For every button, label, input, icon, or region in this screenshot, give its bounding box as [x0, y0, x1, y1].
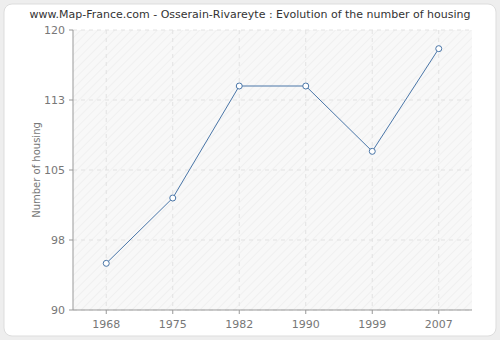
tick: [106, 310, 107, 314]
tick-label: 1990: [292, 318, 320, 331]
point: [436, 46, 442, 52]
tick: [69, 170, 73, 171]
tick-label: 120: [44, 24, 65, 37]
grid-line: [73, 310, 472, 311]
tick: [172, 310, 173, 314]
tick: [438, 310, 439, 314]
tick-label: 1982: [225, 318, 253, 331]
y-axis: [73, 30, 74, 310]
series: [103, 46, 442, 267]
tick-label: 105: [44, 164, 65, 177]
tick: [372, 310, 373, 314]
line: [106, 49, 439, 264]
background: [0, 0, 500, 340]
chart: www.Map-France.com - Osserain-Rivareyte …: [0, 0, 500, 340]
point: [369, 148, 375, 154]
title: www.Map-France.com - Osserain-Rivareyte …: [30, 8, 471, 21]
tick-label: 2007: [425, 318, 453, 331]
plot-area: [73, 30, 472, 310]
grid-line: [438, 30, 439, 310]
tick: [69, 310, 73, 311]
point: [170, 195, 176, 201]
grid-line: [73, 30, 472, 31]
tick-label: 1999: [358, 318, 386, 331]
tick-label: 90: [51, 304, 65, 317]
y-axis-label: Number of housing: [31, 122, 42, 218]
tick-label: 1968: [92, 318, 120, 331]
tick: [305, 310, 306, 314]
x-axis: [73, 310, 472, 311]
point: [236, 83, 242, 89]
grid-line: [106, 30, 107, 310]
tick: [69, 240, 73, 241]
point: [303, 83, 309, 89]
point: [103, 260, 109, 266]
grid-line: [305, 30, 306, 310]
tick-label: 98: [51, 234, 65, 247]
grid-line: [73, 100, 472, 101]
tick: [69, 30, 73, 31]
tick-label: 1975: [159, 318, 187, 331]
tick-label: 113: [44, 94, 65, 107]
tick: [239, 310, 240, 314]
grid-line: [172, 30, 173, 310]
grid-line: [372, 30, 373, 310]
grid-line: [73, 240, 472, 241]
grid-line: [239, 30, 240, 310]
panel: [4, 4, 496, 336]
grid-line: [73, 170, 472, 171]
tick: [69, 100, 73, 101]
